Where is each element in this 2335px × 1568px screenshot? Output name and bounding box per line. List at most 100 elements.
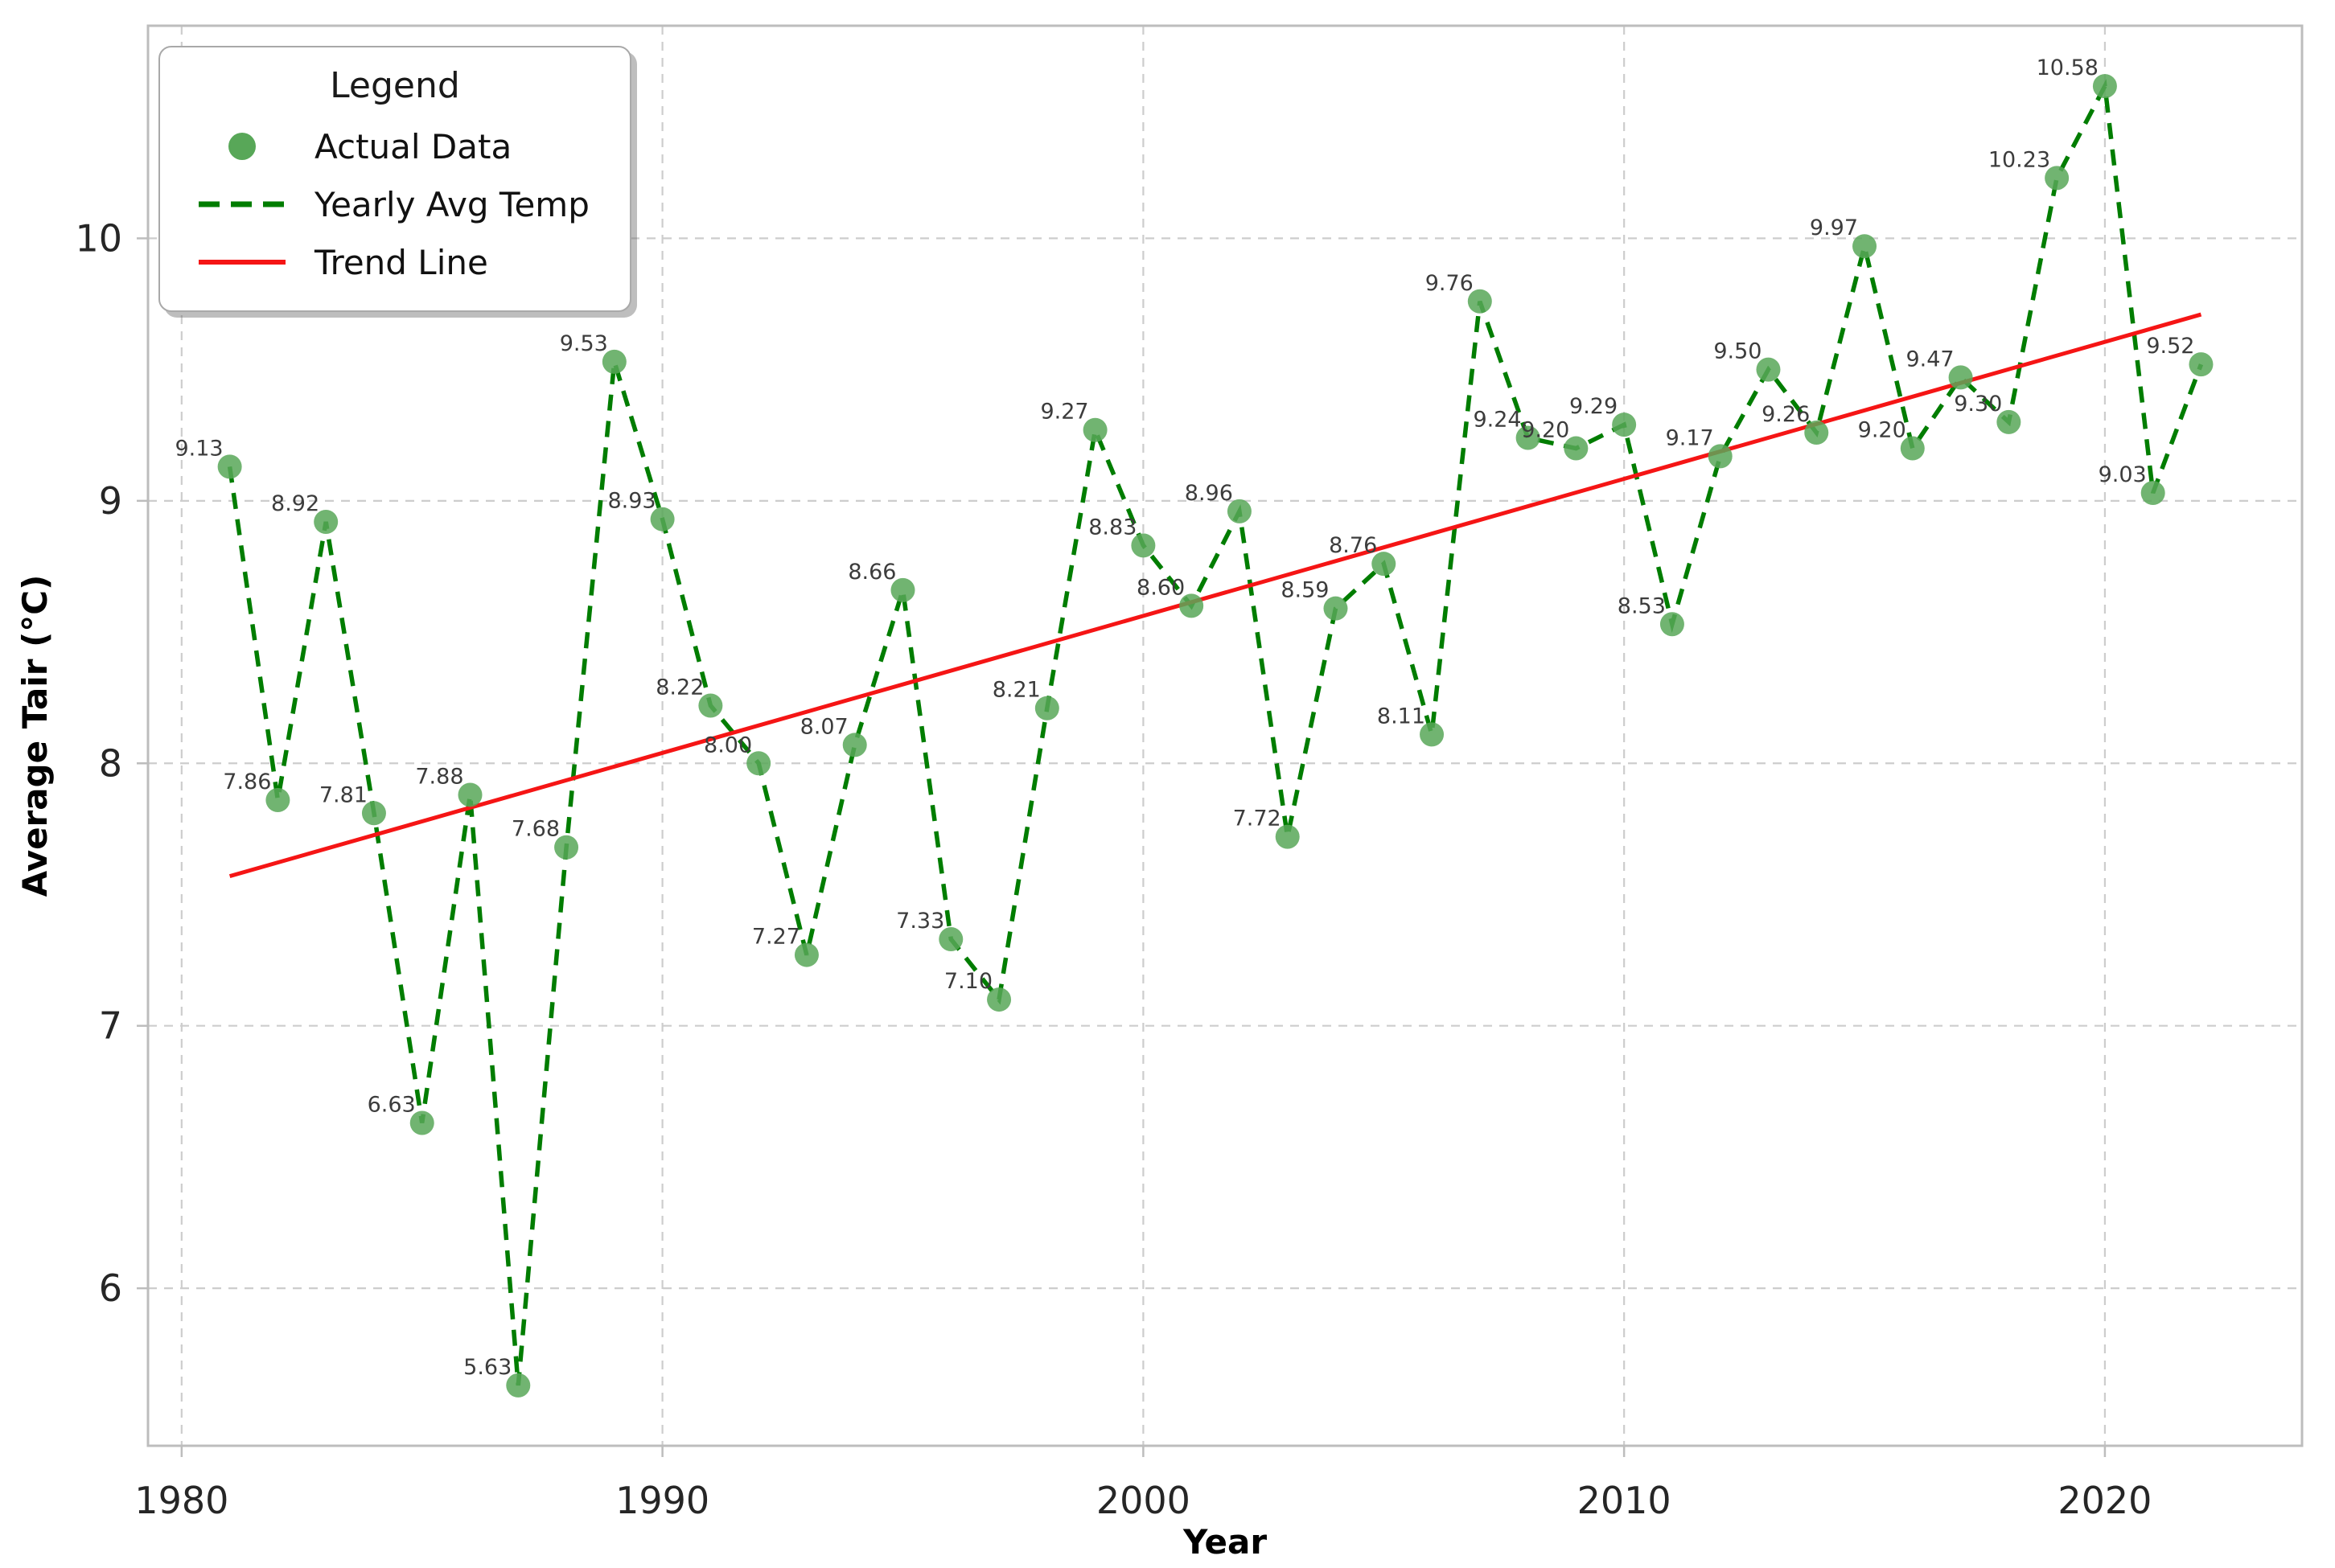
x-tick-label: 2010 xyxy=(1577,1479,1671,1522)
y-axis-title: Average Tair (°C) xyxy=(15,575,55,897)
data-point xyxy=(458,782,483,807)
data-point xyxy=(265,787,290,812)
data-point xyxy=(2140,481,2165,506)
data-point xyxy=(1948,365,1973,390)
point-label: 8.92 xyxy=(271,491,319,516)
legend-title: Legend xyxy=(330,65,460,106)
point-label: 8.53 xyxy=(1618,593,1666,618)
point-label: 6.63 xyxy=(368,1092,416,1117)
y-tick-label: 8 xyxy=(99,741,122,785)
legend-entry-yearly-avg-temp: Yearly Avg Temp xyxy=(181,175,609,233)
actual-data-marker-icon xyxy=(228,133,256,160)
data-point xyxy=(1371,552,1396,577)
x-tick-label: 1990 xyxy=(615,1479,709,1522)
point-label: 8.83 xyxy=(1088,515,1137,540)
y-tick-label: 10 xyxy=(75,216,122,260)
legend-entry-label: Trend Line xyxy=(314,242,488,282)
point-label: 9.29 xyxy=(1569,394,1618,419)
point-label: 7.72 xyxy=(1233,807,1281,831)
point-label: 5.63 xyxy=(463,1355,512,1380)
point-label: 9.20 xyxy=(1521,418,1569,443)
data-point xyxy=(1900,436,1925,461)
point-label: 7.81 xyxy=(319,782,368,807)
point-label: 8.96 xyxy=(1185,481,1233,506)
data-point xyxy=(314,509,339,534)
data-point xyxy=(1420,722,1445,747)
data-point xyxy=(1708,444,1733,469)
point-label: 9.30 xyxy=(1954,392,2002,417)
point-label: 9.13 xyxy=(175,436,223,461)
data-point xyxy=(987,987,1012,1012)
plot-border xyxy=(146,24,2304,1447)
data-point xyxy=(1467,289,1492,314)
legend-entry-trend-line: Trend Line xyxy=(181,233,609,291)
data-point xyxy=(1756,357,1781,382)
point-label: 8.07 xyxy=(800,714,849,739)
point-label: 7.27 xyxy=(752,925,800,950)
legend-entry-label: Actual Data xyxy=(314,126,512,166)
trend-line xyxy=(228,312,2202,879)
point-label: 9.47 xyxy=(1905,347,1954,371)
point-label: 10.23 xyxy=(1988,147,2050,172)
data-point xyxy=(506,1373,531,1398)
legend-entry-label: Yearly Avg Temp xyxy=(314,184,590,224)
data-point xyxy=(1996,409,2021,434)
point-label: 8.59 xyxy=(1281,578,1329,603)
legend-marker-cell xyxy=(181,258,303,266)
point-label: 9.03 xyxy=(2099,462,2147,487)
point-label: 9.52 xyxy=(2146,334,2194,359)
point-label: 9.97 xyxy=(1810,215,1858,240)
y-tick-label: 9 xyxy=(99,479,122,523)
data-point xyxy=(2092,74,2117,99)
point-label: 8.66 xyxy=(848,560,896,585)
data-point xyxy=(1515,425,1540,450)
data-point xyxy=(746,751,771,776)
point-label: 7.88 xyxy=(415,764,463,789)
data-point xyxy=(1612,413,1637,437)
point-label: 9.76 xyxy=(1425,271,1474,296)
x-tick-label: 1980 xyxy=(134,1479,228,1522)
data-point xyxy=(554,835,579,860)
yearly-avg-temp-line xyxy=(227,78,2204,1386)
data-point xyxy=(842,733,867,757)
legend-entry-actual-data: Actual Data xyxy=(181,117,609,175)
point-label: 7.33 xyxy=(896,909,944,934)
data-point xyxy=(1804,420,1829,445)
point-label: 8.60 xyxy=(1137,575,1185,600)
data-point xyxy=(1323,596,1348,621)
point-label: 8.00 xyxy=(704,733,752,757)
data-point xyxy=(1083,417,1108,442)
legend: Legend Actual Data Yearly Avg Temp Trend… xyxy=(158,46,631,312)
point-label: 7.86 xyxy=(223,770,271,794)
point-label: 8.22 xyxy=(656,675,704,700)
data-points xyxy=(217,74,2214,1398)
data-point xyxy=(602,349,627,374)
solid-line-sample-icon xyxy=(199,260,286,265)
x-tick-label: 2000 xyxy=(1096,1479,1190,1522)
data-point xyxy=(1034,696,1059,720)
data-point xyxy=(361,801,386,826)
x-axis-title: Year xyxy=(1182,1522,1267,1562)
data-point xyxy=(939,926,964,951)
data-point xyxy=(1179,593,1204,618)
point-label: 10.58 xyxy=(2037,55,2099,80)
point-label: 8.76 xyxy=(1329,533,1377,558)
point-label: 8.21 xyxy=(993,678,1041,703)
data-point xyxy=(2189,352,2214,377)
point-label: 9.53 xyxy=(560,331,608,356)
data-point xyxy=(2045,166,2070,191)
data-point xyxy=(217,454,242,479)
data-point xyxy=(1131,533,1156,558)
data-point xyxy=(698,693,723,718)
point-label: 9.20 xyxy=(1858,418,1906,443)
y-tick-label: 7 xyxy=(99,1004,122,1048)
data-point xyxy=(650,507,675,532)
point-label: 9.17 xyxy=(1666,425,1714,450)
legend-marker-cell xyxy=(181,133,303,160)
point-labels: 9.13 7.86 8.92 7.81 6.63 7.88 5.63 7.68 9.53 8.93… xyxy=(175,55,2194,1380)
legend-marker-cell xyxy=(181,200,303,208)
data-point xyxy=(409,1110,434,1135)
point-label: 7.10 xyxy=(944,969,993,994)
data-point xyxy=(1227,499,1252,523)
